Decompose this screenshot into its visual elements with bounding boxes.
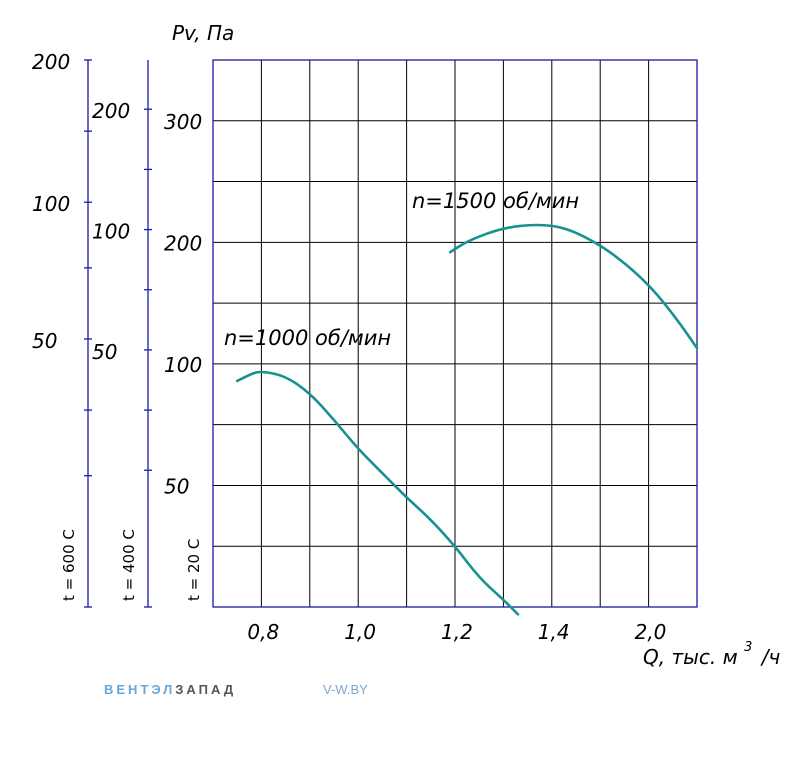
brand-part1: ВЕНТЭЛ <box>104 682 176 697</box>
temp-label-secondary: t = 600 С <box>60 529 78 601</box>
x-axis-title-sup: 3 <box>744 640 752 655</box>
temp-label-secondary: t = 400 С <box>120 529 138 601</box>
y-tick-label-main: 100 <box>164 353 202 377</box>
x-axis-title: Q, тыс. м 3 /ч <box>643 632 780 669</box>
y-tick-label-main: 300 <box>164 110 202 134</box>
x-tick-label: 1,4 <box>538 620 570 644</box>
y-tick-label-secondary: 50 <box>32 329 57 353</box>
y-tick-label-secondary: 100 <box>92 220 130 244</box>
brand-part2: ЗАПАД <box>175 682 237 697</box>
x-tick-label: 1,0 <box>344 620 376 644</box>
y-axis-title: Pv, Па <box>172 21 234 45</box>
curve-n1500 <box>448 223 699 350</box>
main-y-axis: 300 200 100 50 t = 20 С <box>164 110 203 601</box>
plot-frame <box>212 59 698 608</box>
curve-label-n1000: n=1000 об/мин <box>224 326 391 350</box>
y-tick-label-main: 50 <box>164 474 189 498</box>
brand-site: V-W.BY <box>323 682 368 697</box>
x-tick-label: 2,0 <box>635 620 667 644</box>
secondary-axes: 200 100 50 t = 600 С 200 100 50 t = 400 С <box>32 50 152 608</box>
y-tick-label-secondary: 200 <box>32 50 70 74</box>
brand-logo: ВЕНТЭЛЗАПАД <box>104 682 236 697</box>
y-tick-label-secondary: 200 <box>92 99 130 123</box>
x-axis: 0,8 1,0 1,2 1,4 2,0 <box>247 620 666 644</box>
temp-label-20: t = 20 С <box>185 539 203 601</box>
grid <box>212 59 698 608</box>
y-tick-label-main: 200 <box>164 231 202 255</box>
x-axis-title-main: Q, тыс. м <box>643 645 738 669</box>
x-axis-title-tail: /ч <box>760 645 781 669</box>
curves <box>235 223 699 616</box>
y-tick-label-secondary: 50 <box>92 340 117 364</box>
curve-n1000 <box>235 370 520 616</box>
x-tick-label: 0,8 <box>247 620 279 644</box>
x-tick-label: 1,2 <box>441 620 473 644</box>
curve-label-n1500: n=1500 об/мин <box>412 189 579 213</box>
y-tick-label-secondary: 100 <box>32 192 70 216</box>
